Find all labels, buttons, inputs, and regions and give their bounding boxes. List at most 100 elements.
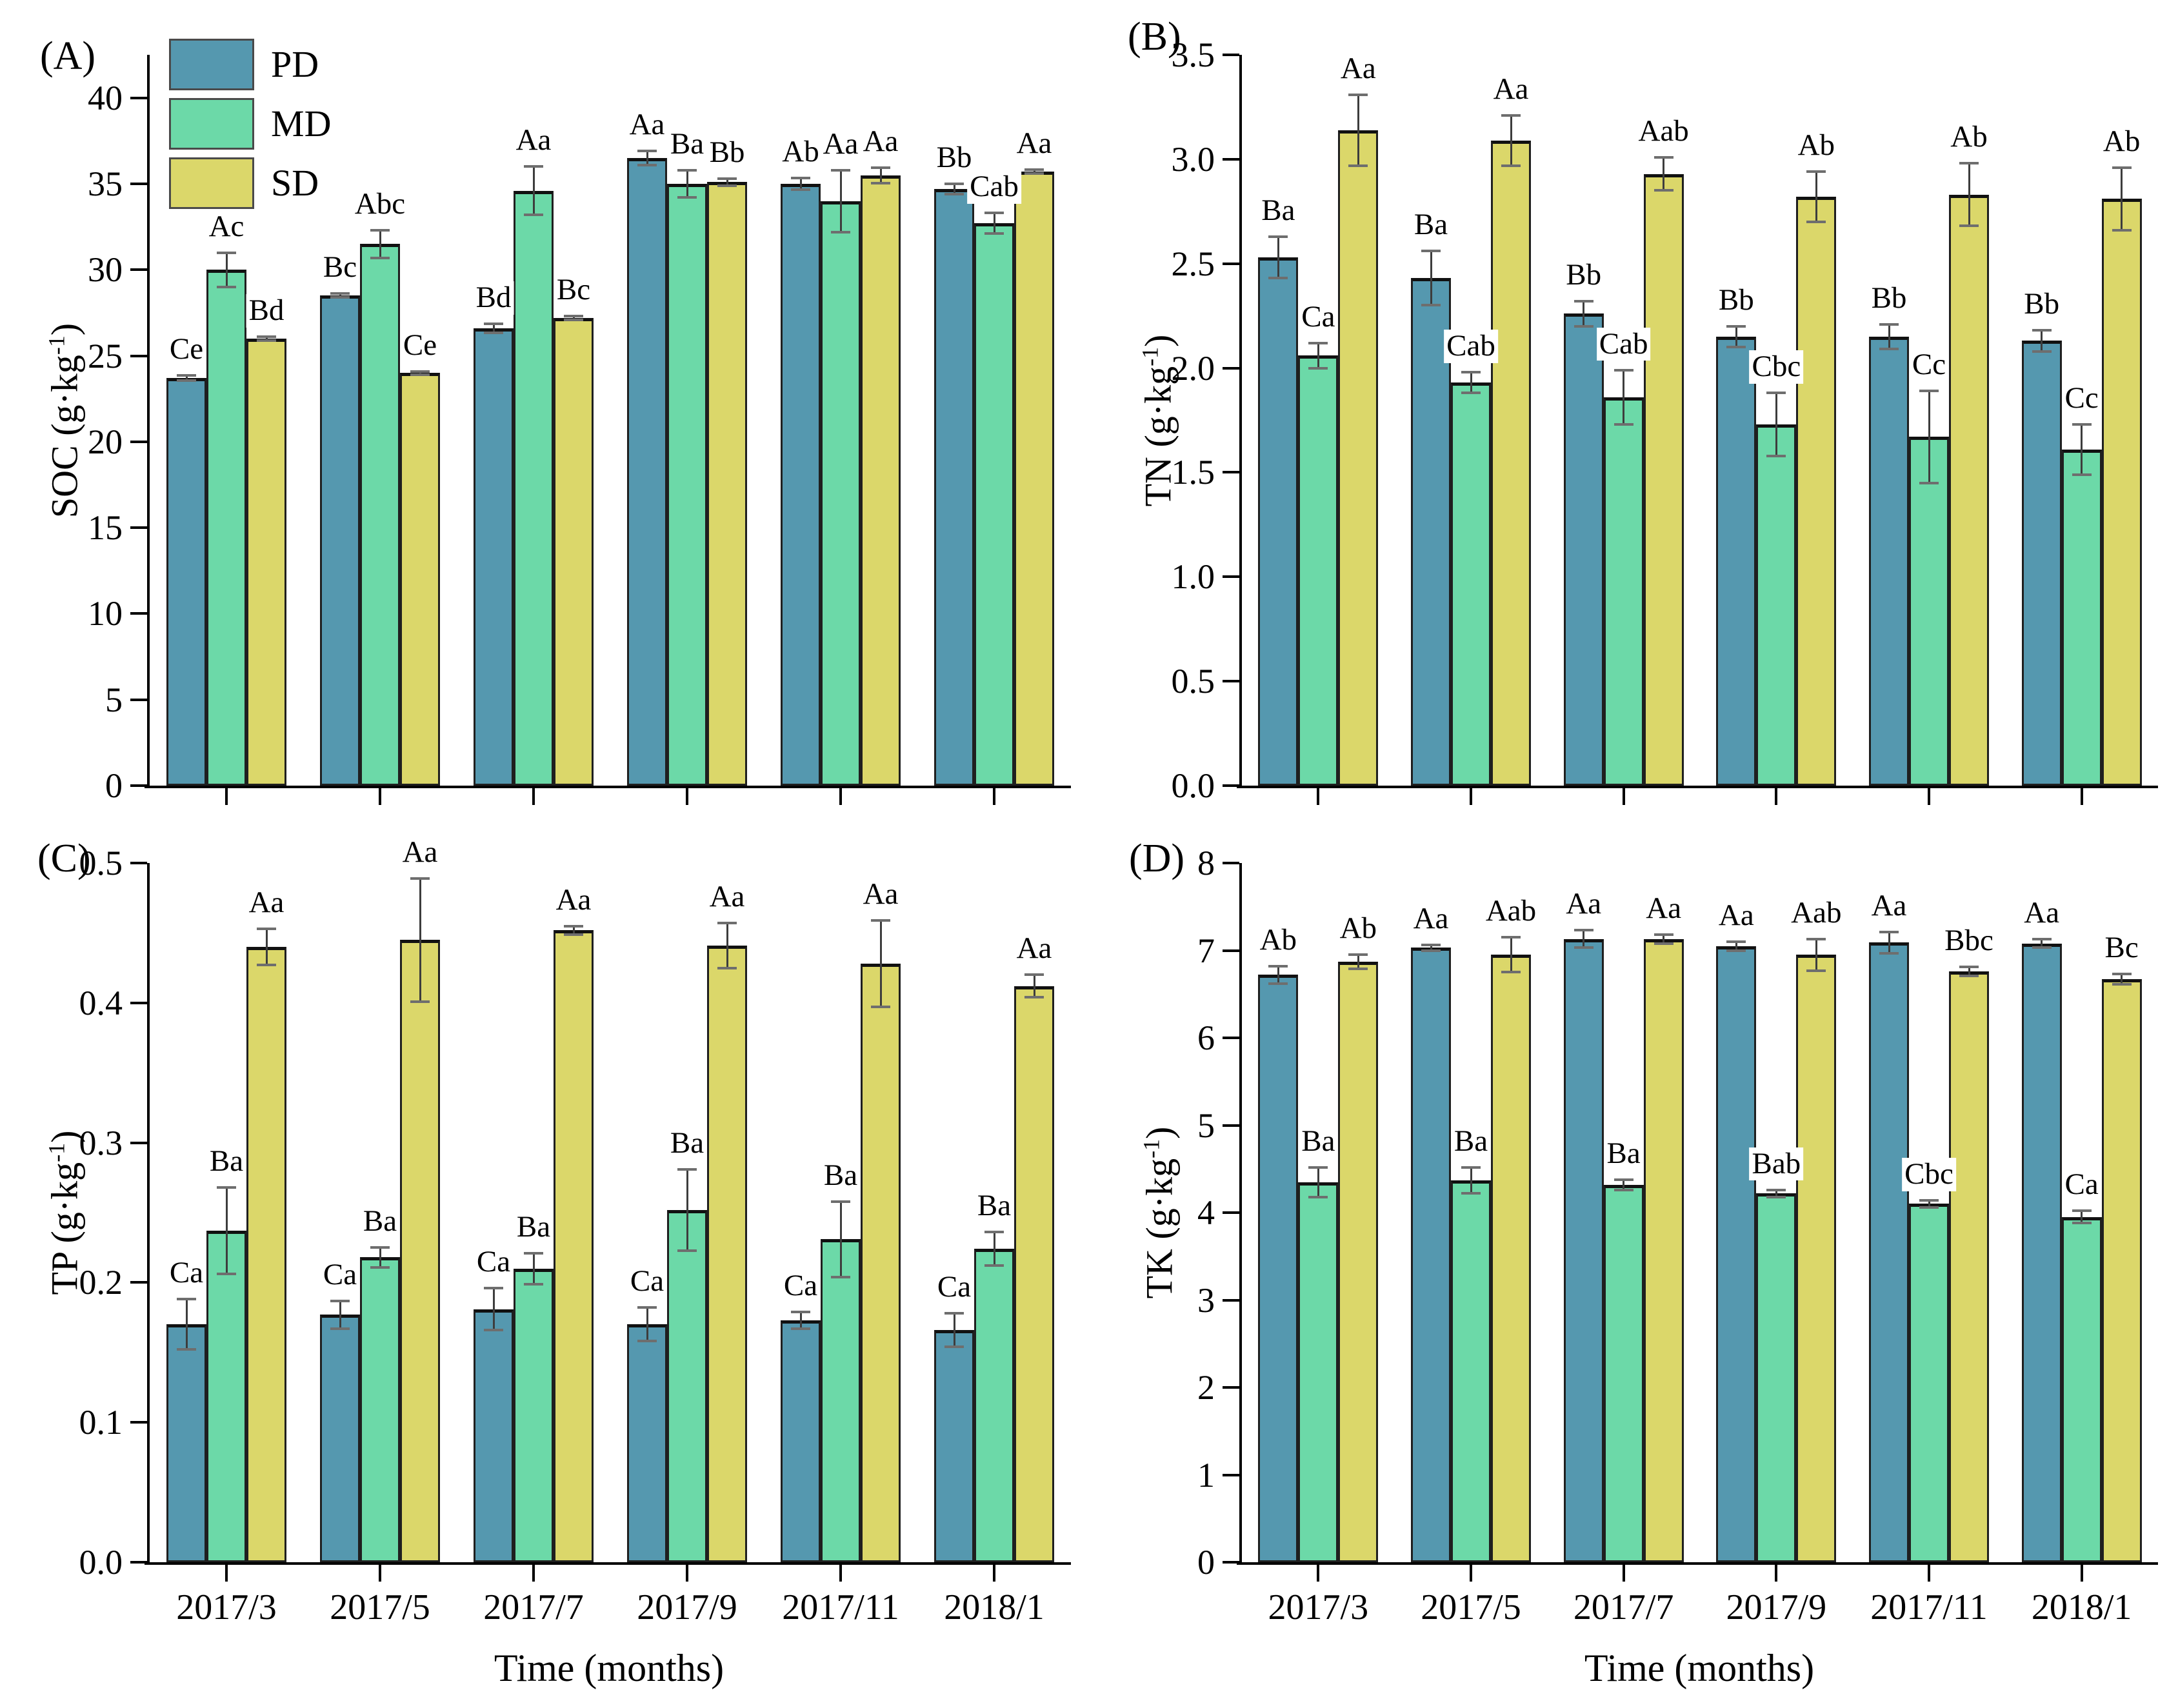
panel-a-letter: (A) (40, 34, 96, 78)
y-tick-label-C-0.4: 0.4 (79, 983, 123, 1022)
sig-letter-A-SD-2017/11: Aa (860, 124, 901, 159)
error-bar-A-PD-2017/3 (185, 375, 188, 381)
sig-letter-A-PD-2017/3: Ce (166, 332, 206, 366)
sig-letter-B-PD-2017/7: Bb (1563, 258, 1604, 292)
bar-B-MD-2017/11 (1909, 437, 1949, 786)
bar-D-PD-2017/5 (1411, 948, 1451, 1562)
bar-B-SD-2017/3 (1338, 130, 1379, 786)
error-bar-C-PD-2017/9 (646, 1307, 648, 1342)
bar-C-MD-2017/7 (514, 1268, 554, 1562)
error-cap-bottom-C-MD-2017/9 (677, 1249, 697, 1252)
y-tick-D-7 (1223, 949, 1239, 952)
bar-C-SD-2017/7 (554, 930, 594, 1562)
y-tick-B-2.0 (1223, 366, 1239, 370)
error-cap-top-D-PD-2018/1 (2032, 937, 2052, 940)
x-tick-A-2017/7 (532, 788, 535, 805)
error-cap-top-C-MD-2017/7 (524, 1251, 543, 1255)
bar-C-MD-2017/3 (206, 1231, 246, 1562)
x-tick-label-C-2018/1: 2018/1 (944, 1587, 1044, 1627)
error-cap-top-D-MD-2017/9 (1766, 1188, 1786, 1191)
error-cap-top-C-MD-2017/11 (831, 1200, 850, 1203)
error-cap-bottom-C-PD-2017/3 (177, 1348, 196, 1351)
error-cap-top-D-PD-2017/11 (1879, 931, 1899, 934)
error-cap-bottom-A-MD-2017/11 (831, 230, 850, 233)
error-cap-top-C-MD-2017/9 (677, 1167, 697, 1171)
error-cap-top-A-SD-2017/3 (257, 335, 276, 339)
error-bar-A-PD-2017/7 (492, 324, 495, 333)
sig-letter-A-PD-2017/5: Bc (320, 250, 360, 284)
error-bar-D-SD-2018/1 (2121, 974, 2123, 985)
bar-A-SD-2017/9 (707, 182, 747, 786)
error-cap-top-A-MD-2017/3 (217, 251, 236, 254)
sig-letter-C-PD-2017/3: Ca (166, 1256, 206, 1291)
sig-letter-B-PD-2017/9: Bb (1715, 283, 1757, 317)
x-tick-label-D-2017/9: 2017/9 (1726, 1587, 1827, 1627)
error-bar-C-SD-2017/7 (572, 926, 575, 935)
bar-C-SD-2017/5 (400, 940, 440, 1562)
bar-A-MD-2017/11 (821, 201, 861, 786)
error-bar-A-MD-2017/3 (225, 252, 228, 287)
error-cap-bottom-B-PD-2017/5 (1421, 304, 1441, 307)
y-tick-label-C-0.1: 0.1 (79, 1403, 123, 1442)
error-cap-bottom-A-SD-2017/11 (871, 181, 890, 184)
legend-swatch-md (169, 98, 254, 150)
sig-letter-A-SD-2018/1: Aa (1014, 126, 1055, 161)
sig-letter-A-MD-2018/1: Cab (967, 170, 1021, 204)
error-bar-B-MD-2018/1 (2081, 424, 2083, 475)
error-bar-A-PD-2018/1 (953, 183, 955, 194)
error-bar-B-SD-2017/3 (1357, 94, 1359, 166)
error-bar-C-MD-2017/3 (225, 1187, 228, 1275)
y-tick-D-6 (1223, 1037, 1239, 1039)
x-tick-D-2017/9 (1775, 1565, 1778, 1582)
y-tick-label-A-35: 35 (88, 164, 123, 203)
error-cap-top-D-MD-2017/3 (1308, 1166, 1328, 1169)
error-bar-A-PD-2017/5 (339, 293, 341, 298)
error-cap-bottom-A-PD-2017/11 (791, 188, 810, 192)
error-cap-bottom-A-SD-2017/7 (564, 319, 583, 322)
error-cap-top-B-PD-2017/3 (1268, 235, 1288, 238)
error-cap-bottom-C-PD-2017/7 (484, 1329, 503, 1332)
y-tick-D-8 (1223, 862, 1239, 864)
bar-B-SD-2017/5 (1491, 140, 1531, 786)
y-tick-label-B-0.0: 0.0 (1171, 766, 1215, 805)
y-tick-B-0.0 (1223, 784, 1239, 787)
x-tick-C-2018/1 (993, 1565, 995, 1582)
y-tick-B-2.5 (1223, 262, 1239, 265)
y-tick-label-C-0.0: 0.0 (79, 1543, 123, 1582)
x-tick-label-D-2017/7: 2017/7 (1573, 1587, 1674, 1627)
error-cap-bottom-D-SD-2017/11 (1959, 974, 1979, 977)
y-tick-label-D-1: 1 (1197, 1455, 1215, 1494)
error-bar-B-SD-2017/7 (1663, 157, 1665, 191)
error-cap-bottom-B-PD-2017/7 (1574, 324, 1594, 328)
bar-A-PD-2017/11 (781, 183, 821, 786)
error-cap-bottom-B-MD-2017/11 (1919, 481, 1939, 484)
bar-C-MD-2017/5 (360, 1257, 400, 1562)
bar-D-SD-2017/7 (1643, 938, 1684, 1562)
x-axis-spine-C (145, 1562, 1071, 1565)
error-cap-top-D-PD-2017/3 (1268, 964, 1288, 968)
error-bar-B-PD-2017/3 (1277, 236, 1279, 279)
error-cap-top-C-PD-2017/7 (484, 1287, 503, 1290)
error-bar-A-SD-2018/1 (1033, 170, 1035, 174)
error-bar-C-MD-2018/1 (993, 1232, 995, 1266)
error-cap-top-D-SD-2017/3 (1348, 953, 1368, 957)
bar-A-SD-2018/1 (1014, 172, 1054, 786)
sig-letter-C-MD-2017/3: Ba (206, 1144, 246, 1178)
error-cap-bottom-A-PD-2017/9 (637, 163, 657, 166)
bar-D-MD-2017/5 (1451, 1180, 1491, 1562)
panel-b-letter: (B) (1128, 15, 1181, 59)
y-tick-label-D-6: 6 (1197, 1018, 1215, 1057)
sig-letter-C-PD-2017/7: Ca (474, 1245, 514, 1279)
bar-D-SD-2018/1 (2101, 979, 2142, 1562)
y-tick-label-A-40: 40 (88, 78, 123, 117)
sig-letter-D-SD-2017/5: Aab (1483, 894, 1539, 928)
sig-letter-C-PD-2018/1: Ca (934, 1270, 974, 1304)
error-cap-top-B-PD-2017/5 (1421, 250, 1441, 253)
sig-letter-A-MD-2017/7: Aa (513, 124, 554, 157)
error-bar-D-MD-2017/11 (1928, 1200, 1930, 1207)
x-tick-D-2017/3 (1317, 1565, 1320, 1582)
y-tick-label-B-0.5: 0.5 (1171, 662, 1215, 701)
error-cap-bottom-D-SD-2017/7 (1653, 942, 1673, 945)
y-tick-label-B-2.5: 2.5 (1171, 244, 1215, 283)
error-cap-bottom-C-SD-2017/3 (257, 964, 276, 967)
